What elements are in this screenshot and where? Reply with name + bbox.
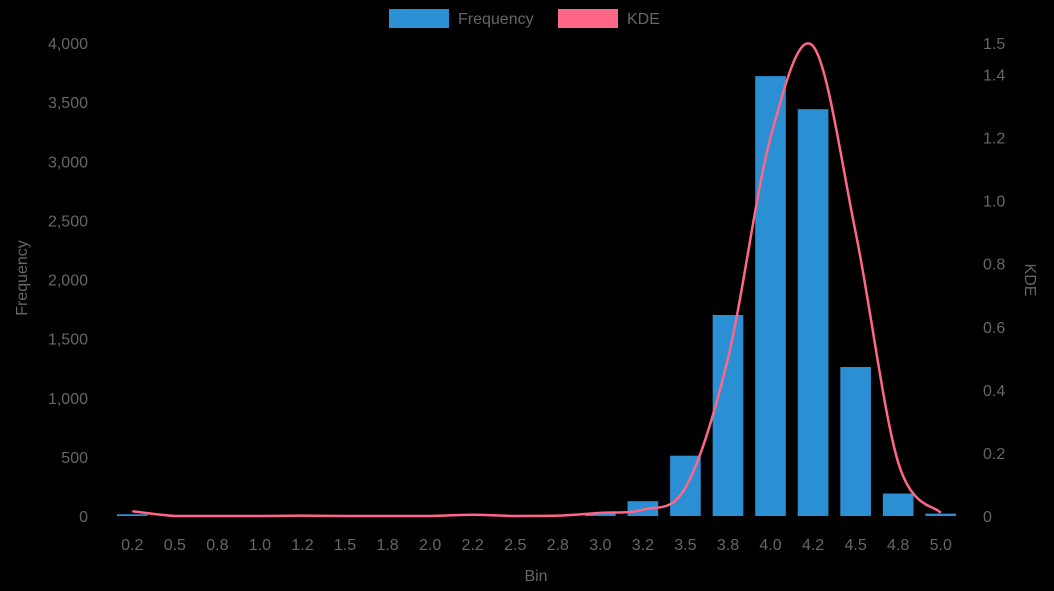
y2-tick-label: 1.4 [983, 68, 1005, 85]
x-axis-ticks: 0.2 0.5 0.8 1.0 1.2 1.5 1.8 2.0 2.2 2.5 2.8 3.0 3.2 3… [121, 537, 952, 554]
x-tick-label: 4.8 [887, 537, 909, 554]
x-tick-label: 0.2 [121, 537, 143, 554]
frequency-bar [585, 513, 616, 516]
y-tick-label: 0 [79, 509, 88, 526]
y-tick-label: 1,000 [48, 391, 88, 408]
x-tick-label: 0.8 [206, 537, 228, 554]
x-tick-label: 1.5 [334, 537, 356, 554]
y-tick-label: 2,000 [48, 273, 88, 290]
x-tick-label: 2.8 [547, 537, 569, 554]
frequency-bar [840, 367, 871, 516]
y2-tick-label: 0 [983, 509, 992, 526]
frequency-bars [116, 76, 957, 517]
y2-tick-label: 0.6 [983, 320, 1005, 337]
y2-tick-label: 0.4 [983, 383, 1005, 400]
x-tick-label: 4.0 [759, 537, 781, 554]
x-tick-label: 1.2 [291, 537, 313, 554]
x-axis-label: Bin [524, 568, 547, 585]
x-tick-label: 4.2 [802, 537, 824, 554]
x-tick-label: 1.8 [376, 537, 398, 554]
x-tick-label: 3.0 [589, 537, 611, 554]
frequency-bar [925, 513, 957, 516]
legend-label-frequency[interactable]: Frequency [458, 11, 534, 28]
legend-swatch-frequency[interactable] [389, 9, 449, 28]
x-tick-label: 1.0 [249, 537, 271, 554]
legend-label-kde[interactable]: KDE [627, 11, 660, 28]
y-tick-label: 1,500 [48, 332, 88, 349]
kde-line [132, 42, 942, 518]
x-tick-label: 3.5 [674, 537, 696, 554]
y2-tick-label: 1.2 [983, 131, 1005, 148]
x-tick-label: 5.0 [930, 537, 952, 554]
y-axis-right-ticks: 0 0.2 0.4 0.6 0.8 1.0 1.2 1.4 1.5 [983, 36, 1005, 526]
y2-axis-label: KDE [1021, 264, 1038, 297]
legend[interactable]: Frequency KDE [389, 9, 660, 28]
y-tick-label: 2,500 [48, 213, 88, 230]
y-tick-label: 3,000 [48, 154, 88, 171]
y-tick-label: 3,500 [48, 95, 88, 112]
x-tick-label: 3.8 [717, 537, 739, 554]
x-tick-label: 2.2 [462, 537, 484, 554]
x-tick-label: 0.5 [164, 537, 186, 554]
x-tick-label: 3.2 [632, 537, 654, 554]
y-axis-left-ticks: 0 500 1,000 1,500 2,000 2,500 3,000 3,500 4,000 [48, 36, 88, 526]
y-tick-label: 500 [61, 450, 88, 467]
x-tick-label: 2.5 [504, 537, 526, 554]
frequency-bar [797, 109, 829, 516]
y2-tick-label: 1.5 [983, 36, 1005, 53]
y2-tick-label: 0.2 [983, 446, 1005, 463]
frequency-bar [882, 493, 914, 516]
x-tick-label: 4.5 [845, 537, 867, 554]
y2-tick-label: 1.0 [983, 194, 1005, 211]
frequency-bar [116, 514, 148, 516]
y-tick-label: 4,000 [48, 36, 88, 53]
legend-swatch-kde[interactable] [558, 9, 618, 28]
frequency-bar [712, 314, 744, 516]
y2-tick-label: 0.8 [983, 257, 1005, 274]
y-axis-label: Frequency [14, 240, 31, 316]
frequency-bar [755, 76, 786, 517]
x-tick-label: 2.0 [419, 537, 441, 554]
